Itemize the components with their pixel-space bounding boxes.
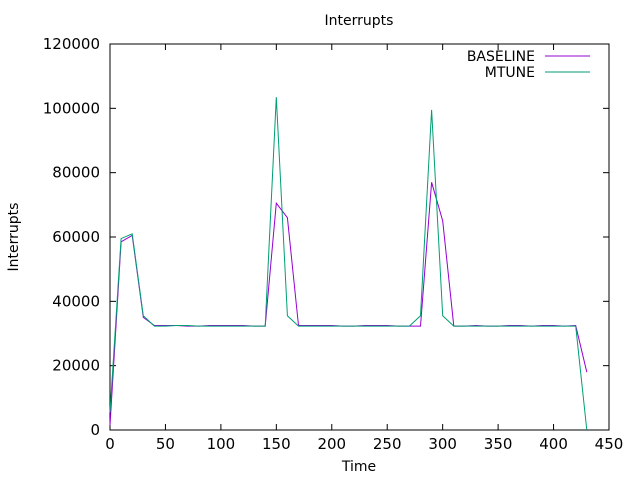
legend-label: MTUNE	[485, 65, 535, 81]
x-axis-label: Time	[341, 459, 376, 475]
x-tick-label: 350	[484, 435, 513, 453]
x-tick-label: 300	[428, 435, 457, 453]
y-tick-label: 120000	[43, 35, 100, 53]
x-tick-label: 400	[539, 435, 568, 453]
series-line-baseline	[109, 182, 588, 426]
x-tick-label: 250	[373, 435, 402, 453]
axis-ticks: 0 50 100 150 200 250 300 350 400 450 0 20000 40000 60…	[43, 35, 624, 453]
chart-title: Interrupts	[325, 13, 394, 29]
y-tick-label: 60000	[52, 228, 100, 246]
y-tick-label: 40000	[52, 292, 100, 310]
y-tick-label: 20000	[52, 357, 100, 375]
series-lines	[109, 97, 588, 431]
x-tick-label: 50	[156, 435, 175, 453]
series-line-mtune	[109, 97, 588, 431]
plot-frame	[109, 43, 610, 431]
y-axis-label: Interrupts	[6, 203, 22, 272]
y-tick-label: 0	[90, 421, 100, 439]
y-tick-label: 100000	[43, 99, 100, 117]
x-tick-label: 200	[317, 435, 346, 453]
x-tick-label: 150	[262, 435, 291, 453]
x-tick-label: 0	[105, 435, 115, 453]
legend-label: BASELINE	[467, 49, 535, 65]
x-tick-label: 100	[207, 435, 236, 453]
x-tick-label: 450	[595, 435, 624, 453]
y-tick-label: 80000	[52, 164, 100, 182]
